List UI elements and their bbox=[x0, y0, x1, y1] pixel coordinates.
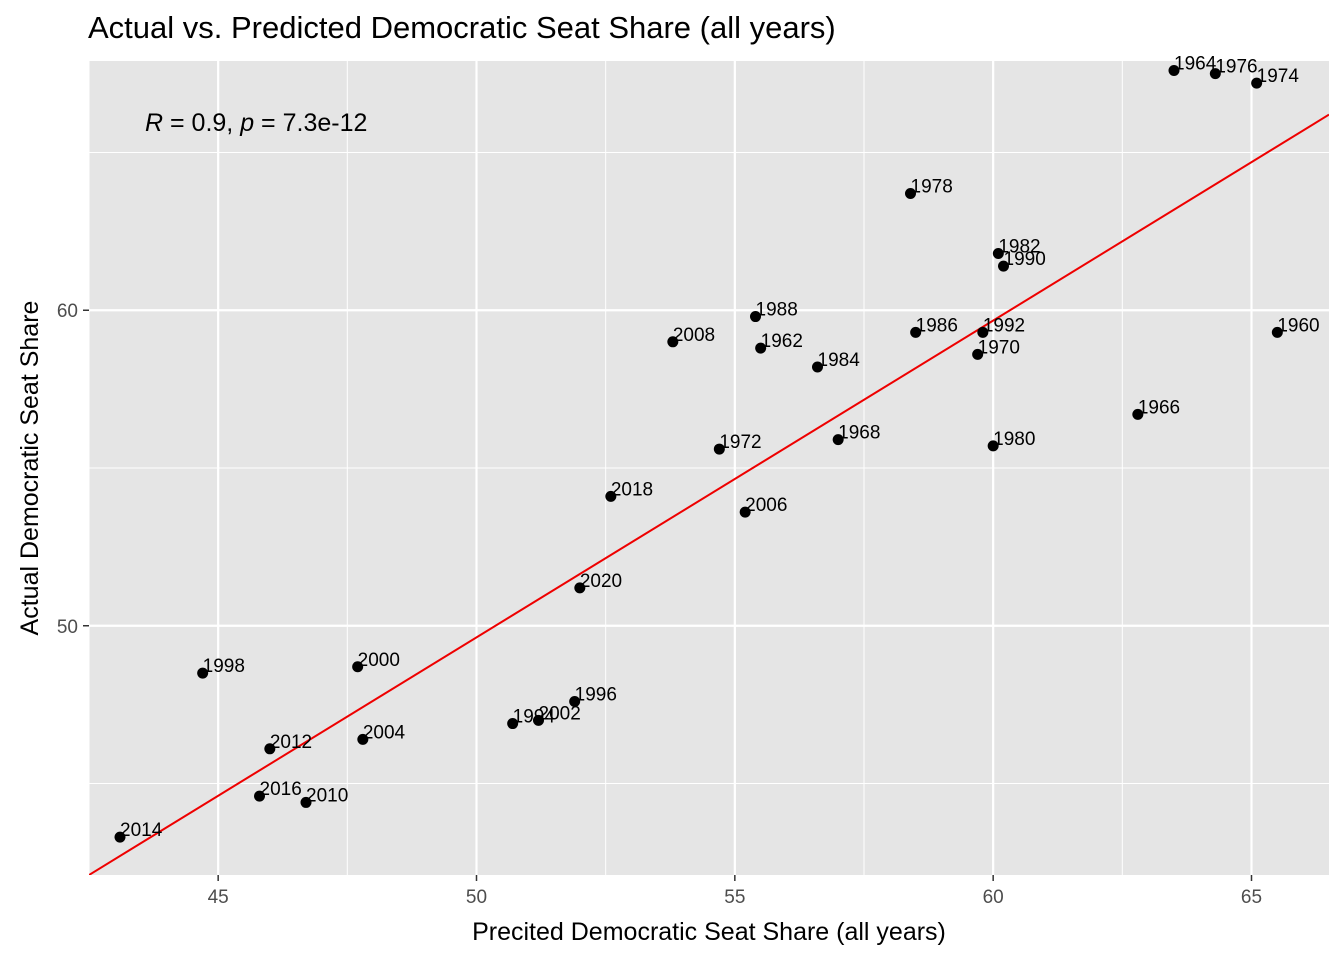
point-label: 1972 bbox=[719, 432, 761, 453]
point-label: 2006 bbox=[745, 495, 787, 516]
y-axis: 50 60 bbox=[57, 301, 89, 638]
x-tick-label: 55 bbox=[724, 887, 745, 908]
point-label: 1964 bbox=[1174, 53, 1217, 74]
p-symbol: p bbox=[239, 109, 254, 137]
point-label: 2016 bbox=[260, 779, 302, 800]
y-tick-label: 60 bbox=[57, 301, 78, 322]
point-label: 2012 bbox=[270, 732, 312, 753]
point-label: 1968 bbox=[838, 423, 880, 444]
y-tick-label: 50 bbox=[57, 617, 78, 638]
r-value: = 0.9, bbox=[163, 109, 240, 137]
point-label: 2008 bbox=[673, 325, 715, 346]
point-label: 1976 bbox=[1215, 57, 1257, 78]
point-label: 2000 bbox=[358, 650, 400, 671]
x-tick-label: 65 bbox=[1241, 887, 1262, 908]
x-axis: 45 50 55 60 65 bbox=[208, 875, 1262, 908]
point-label: 1978 bbox=[911, 177, 953, 198]
point-label: 1960 bbox=[1277, 315, 1319, 336]
point-label: 1996 bbox=[575, 684, 617, 705]
point-label: 1974 bbox=[1257, 66, 1300, 87]
point-label: 2014 bbox=[120, 820, 163, 841]
x-tick-label: 45 bbox=[208, 887, 229, 908]
point-label: 2020 bbox=[580, 571, 622, 592]
p-value: = 7.3e-12 bbox=[254, 109, 367, 137]
point-label: 1990 bbox=[1004, 249, 1046, 270]
y-axis-title: Actual Democratic Seat Share bbox=[16, 301, 44, 636]
point-label: 2018 bbox=[611, 479, 653, 500]
x-axis-title: Precited Democratic Seat Share (all year… bbox=[472, 918, 946, 946]
point-label: 1970 bbox=[978, 337, 1020, 358]
r-symbol: R bbox=[145, 109, 163, 137]
point-label: 1962 bbox=[761, 331, 803, 352]
point-label: 1986 bbox=[916, 315, 958, 336]
point-label: 1984 bbox=[818, 350, 861, 371]
x-tick-label: 50 bbox=[466, 887, 487, 908]
point-label: 1998 bbox=[203, 656, 245, 677]
point-label: 2002 bbox=[539, 703, 581, 724]
point-label: 2004 bbox=[363, 722, 406, 743]
point-label: 1966 bbox=[1138, 397, 1180, 418]
point-label: 1980 bbox=[993, 429, 1035, 450]
point-label: 1988 bbox=[756, 300, 798, 321]
x-tick-label: 60 bbox=[983, 887, 1004, 908]
correlation-annotation: R = 0.9, p = 7.3e-12 bbox=[145, 109, 367, 137]
point-label: 2010 bbox=[306, 785, 348, 806]
point-label: 1992 bbox=[983, 315, 1025, 336]
